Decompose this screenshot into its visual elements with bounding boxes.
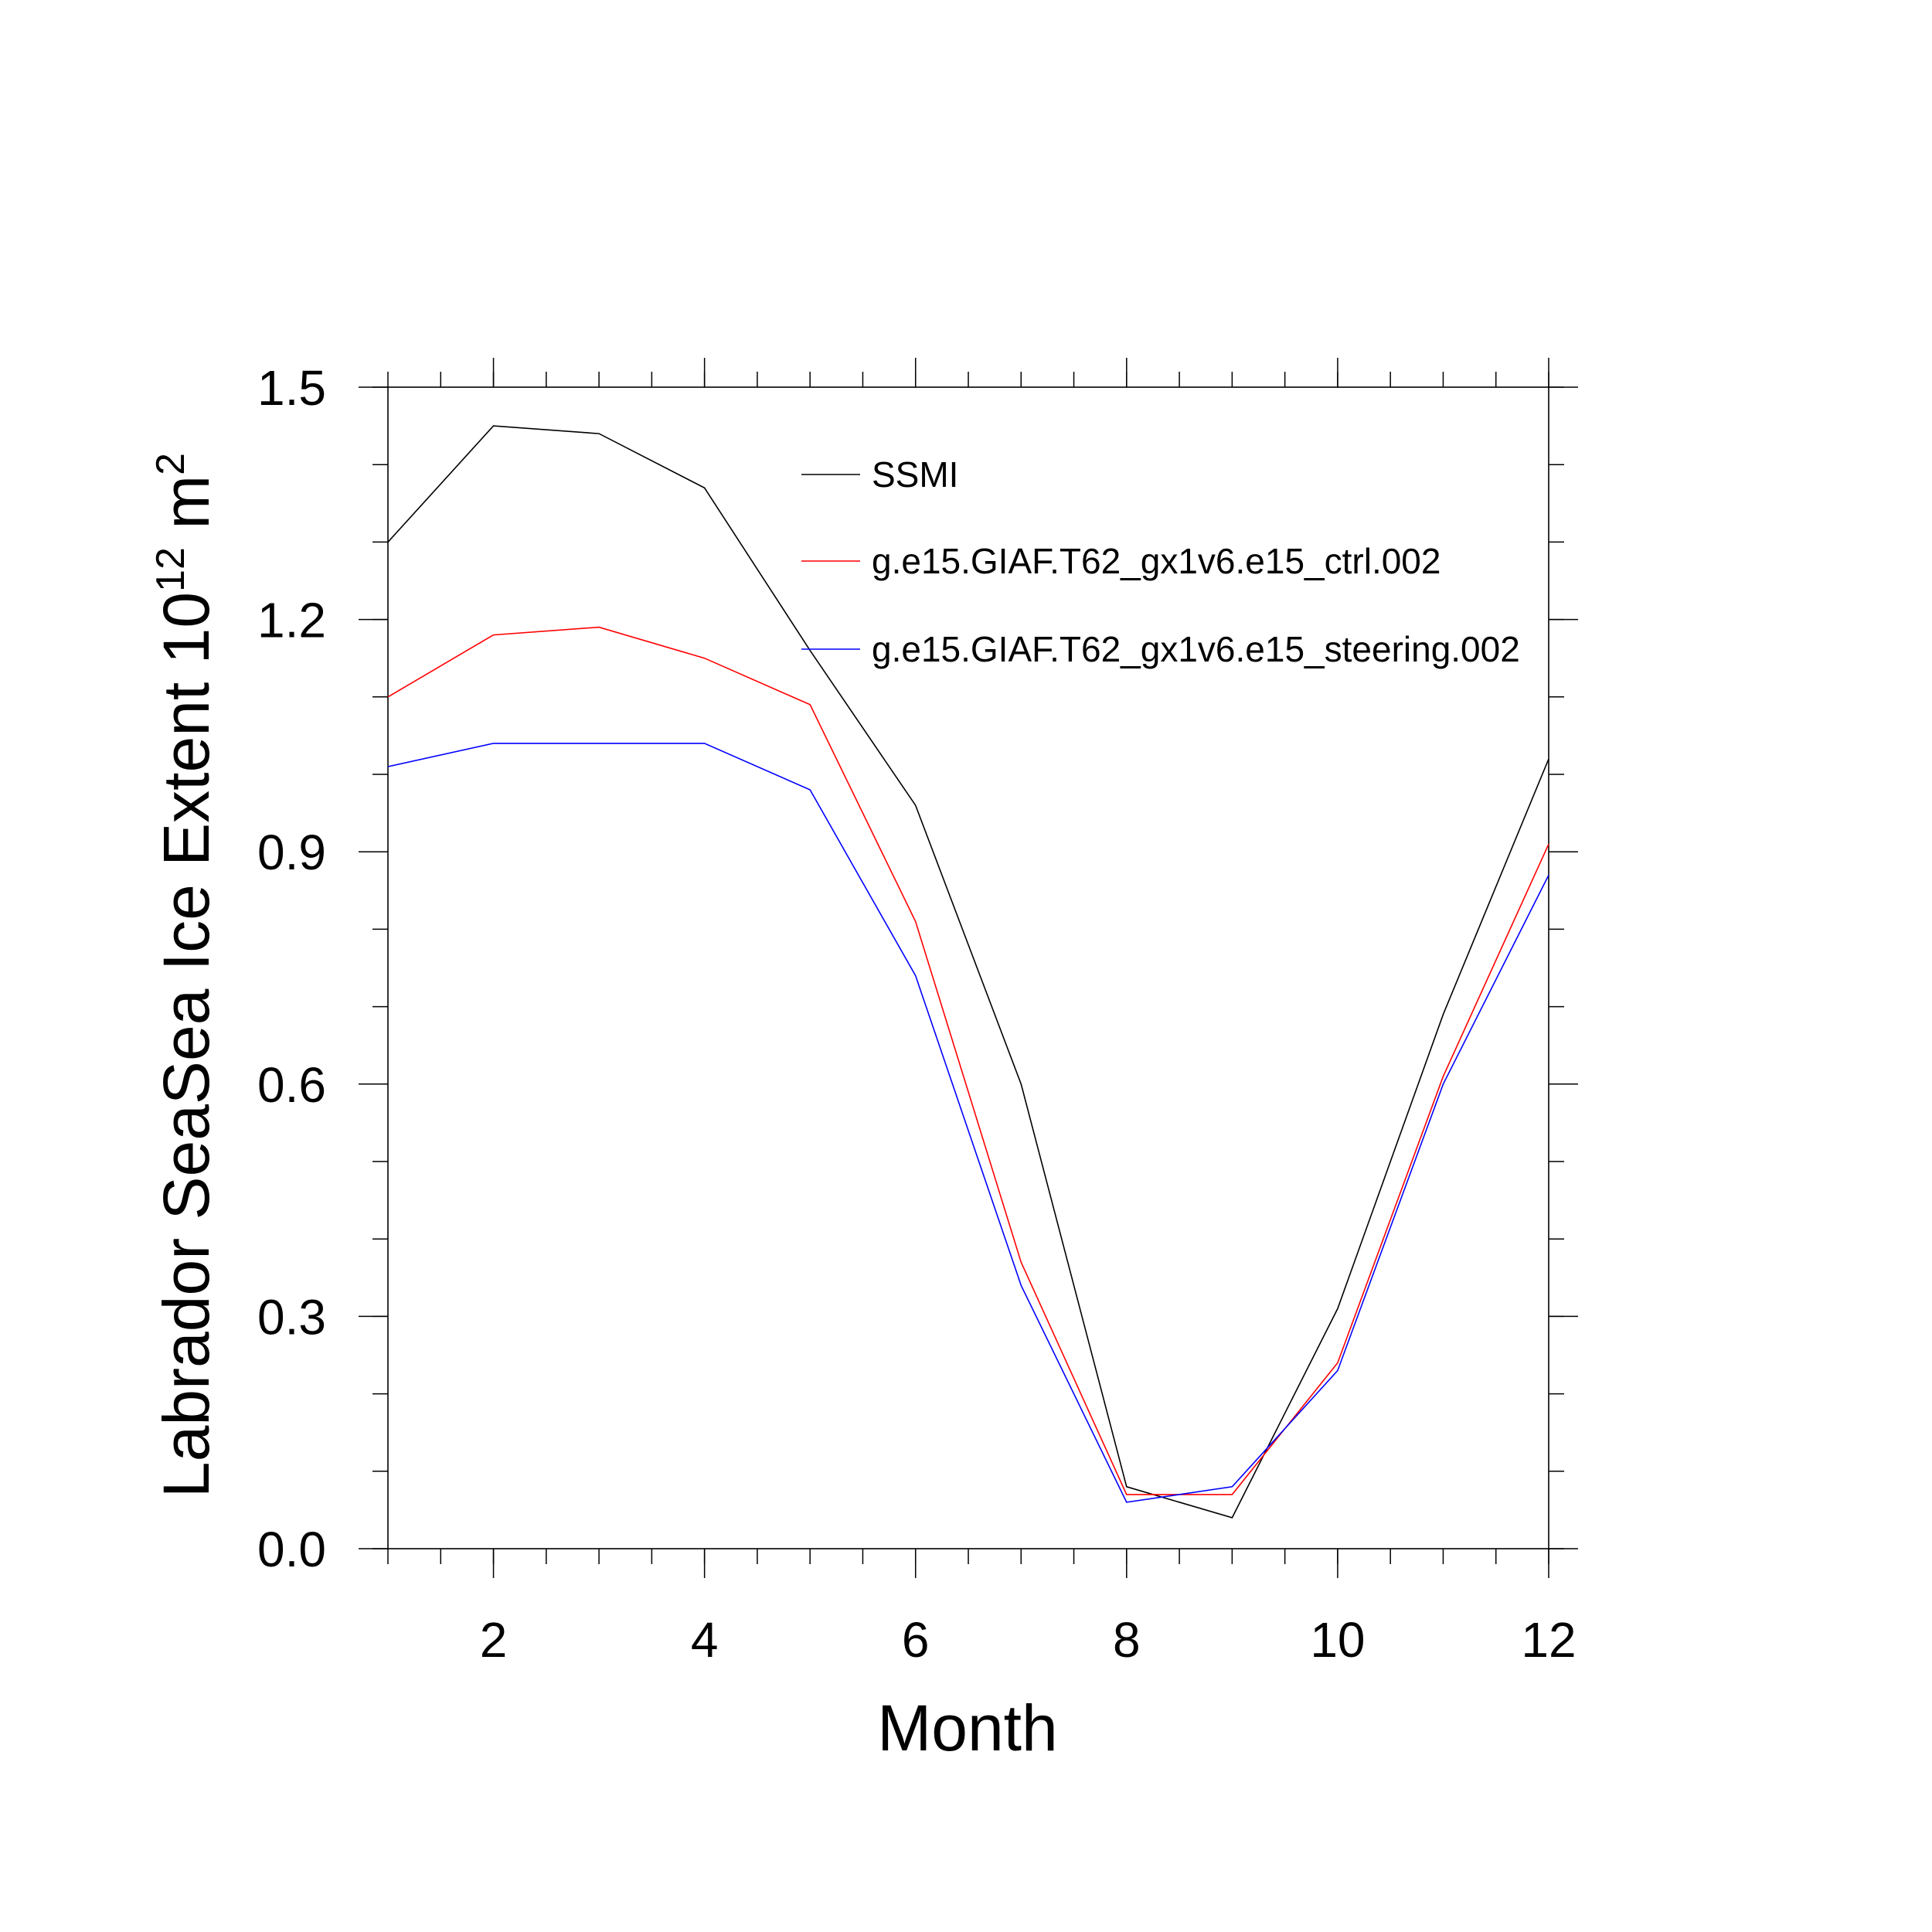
- x-tick-label: 2: [480, 1612, 508, 1668]
- x-tick-label: 6: [902, 1612, 930, 1668]
- legend-label: g.e15.GIAF.T62_gx1v6.e15_steering.002: [872, 629, 1520, 669]
- x-tick-label: 8: [1113, 1612, 1141, 1668]
- y-axis-title-main: Labrador SeaSea Ice Extent 10: [150, 592, 223, 1498]
- y-axis-title: Labrador SeaSea Ice Extent 1012 m2: [148, 453, 223, 1498]
- x-tick-label: 10: [1310, 1612, 1365, 1668]
- legend-label: g.e15.GIAF.T62_gx1v6.e15_ctrl.002: [872, 541, 1440, 581]
- y-axis-title-unit: m: [150, 475, 223, 547]
- x-tick-label: 12: [1521, 1612, 1576, 1668]
- y-tick-label: 0.0: [257, 1522, 326, 1577]
- series-line-2: [387, 626, 1549, 1495]
- axis-tick-labels: 2 4 6 8 10 12 0.0 0.3 0.6 0.9 1.2 1.5: [257, 360, 1577, 1668]
- legend: SSMI g.e15.GIAF.T62_gx1v6.e15_ctrl.002 g.e…: [801, 454, 1520, 669]
- y-tick-label: 0.6: [257, 1057, 326, 1113]
- series-line-1: [387, 425, 1549, 1519]
- axis-ticks: [359, 358, 1578, 1578]
- y-tick-label: 0.3: [257, 1289, 326, 1345]
- x-tick-label: 4: [691, 1612, 719, 1668]
- y-axis-title-sup1: 12: [148, 547, 193, 592]
- y-tick-label: 0.9: [257, 825, 326, 880]
- y-tick-label: 1.2: [257, 593, 326, 648]
- y-tick-label: 1.5: [257, 360, 326, 416]
- x-axis-title: Month: [877, 1692, 1057, 1764]
- series-lines: [387, 425, 1549, 1519]
- y-axis-title-sup2: 2: [148, 453, 193, 475]
- series-line-3: [387, 743, 1549, 1503]
- legend-label: SSMI: [872, 454, 958, 495]
